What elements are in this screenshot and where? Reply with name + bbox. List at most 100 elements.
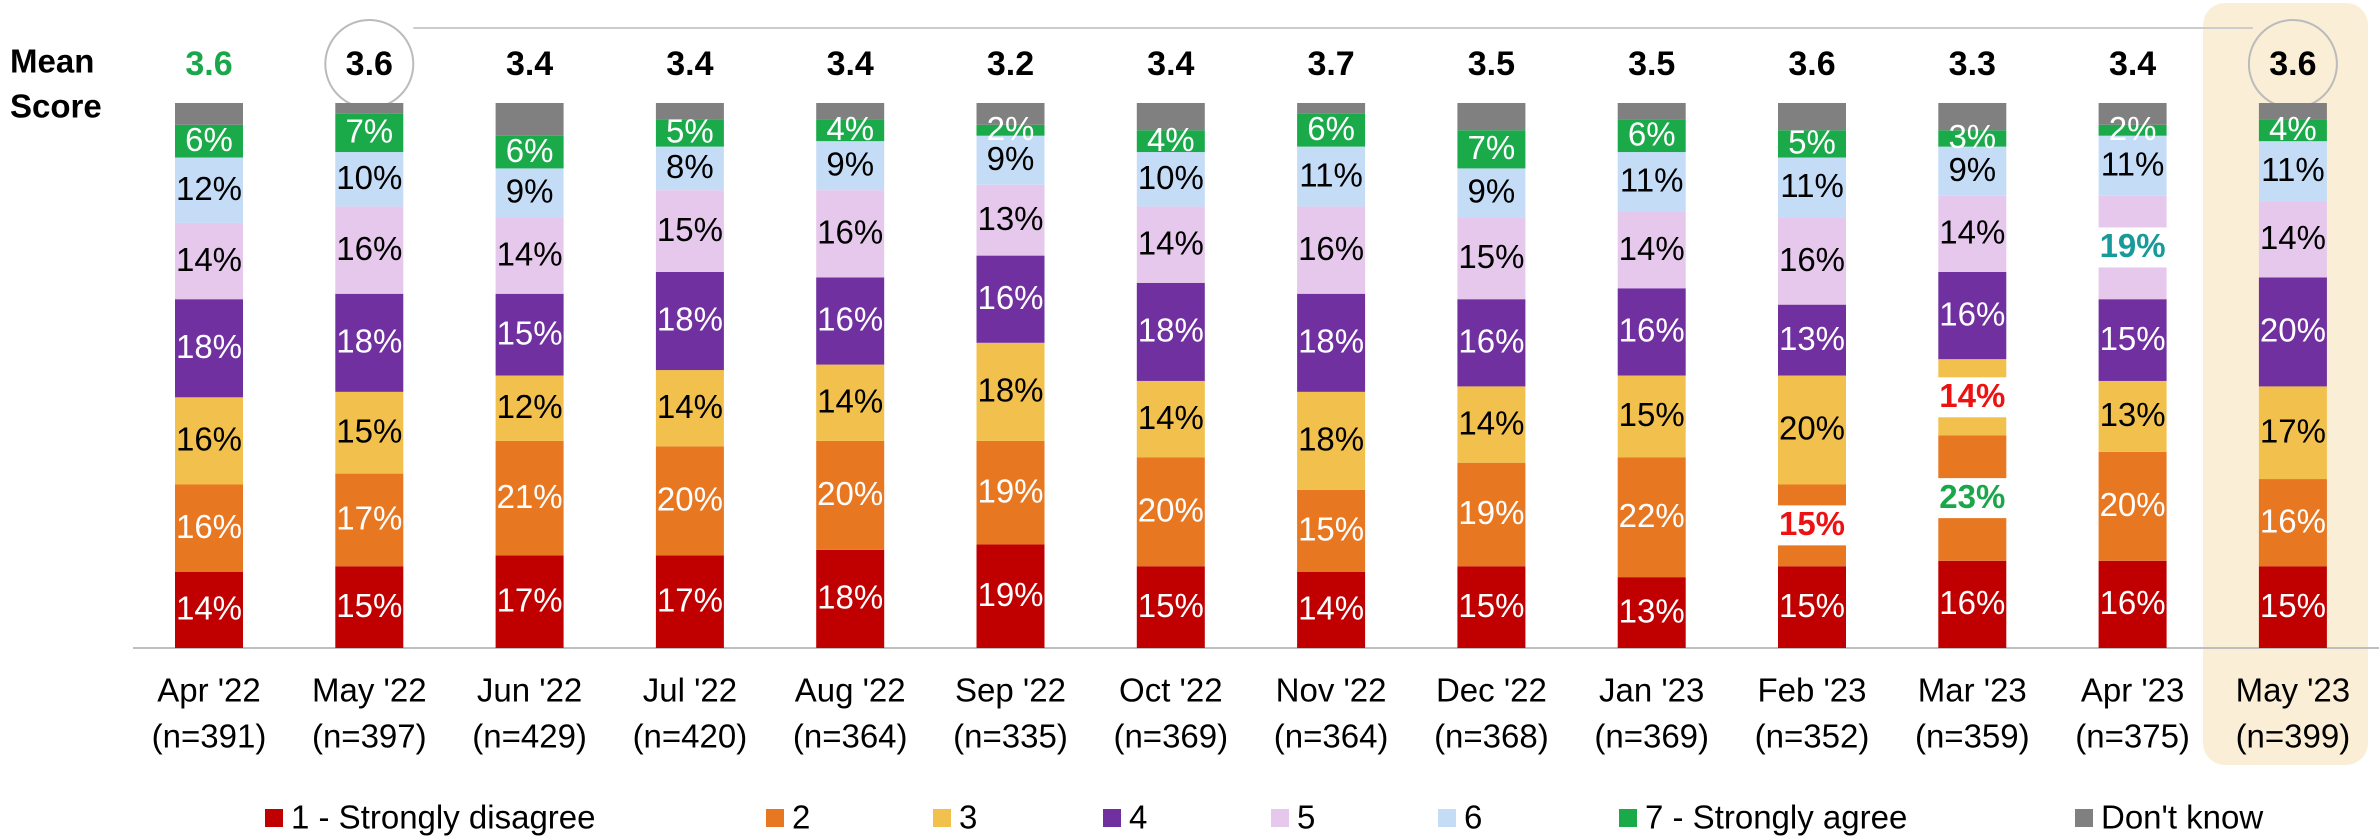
bar-segment bbox=[1617, 152, 1686, 212]
value-label: 4% bbox=[1147, 121, 1195, 158]
bar-segment bbox=[976, 135, 1045, 185]
value-label: 11% bbox=[2261, 151, 2325, 188]
legend-label: 4 bbox=[1129, 799, 1147, 836]
bar-segment bbox=[495, 440, 564, 556]
value-label: 10% bbox=[1138, 159, 1204, 196]
value-label: 15% bbox=[2100, 320, 2166, 357]
bar-segment bbox=[1297, 206, 1366, 294]
bar-segment bbox=[655, 555, 724, 648]
value-label: 14% bbox=[176, 590, 242, 627]
x-tick-label: May '23 bbox=[2236, 672, 2351, 709]
label-bg bbox=[1934, 478, 2011, 519]
bar-segment bbox=[655, 146, 724, 191]
bar-segment bbox=[175, 157, 243, 223]
bar-segment bbox=[1617, 375, 1686, 458]
value-label: 2% bbox=[987, 110, 1035, 147]
value-label: 18% bbox=[1138, 312, 1204, 349]
bar-segment bbox=[655, 103, 724, 120]
bar-segment bbox=[2258, 119, 2327, 142]
x-tick-label: (n=359) bbox=[1915, 718, 2030, 755]
bar-segment bbox=[816, 440, 885, 550]
x-tick-label: Jul '22 bbox=[643, 672, 737, 709]
value-label: 17% bbox=[657, 581, 723, 618]
bar-segment bbox=[816, 277, 885, 365]
x-tick-label: (n=364) bbox=[1274, 718, 1389, 755]
bar-segment bbox=[175, 571, 243, 648]
value-label: 18% bbox=[176, 328, 242, 365]
value-label: 4% bbox=[2269, 110, 2317, 147]
value-label: 6% bbox=[185, 121, 233, 158]
legend-swatch bbox=[1271, 809, 1289, 827]
x-tick-label: (n=364) bbox=[793, 718, 908, 755]
value-label: 15% bbox=[1138, 587, 1204, 624]
bar-segment bbox=[1136, 566, 1205, 648]
bar-segment bbox=[1778, 304, 1846, 376]
value-label: 16% bbox=[1619, 312, 1685, 349]
bar-segment bbox=[1938, 103, 2007, 131]
bar-segment bbox=[1457, 299, 1526, 387]
legend-label: Don't know bbox=[2101, 799, 2263, 836]
legend-swatch bbox=[766, 809, 784, 827]
bar-segment bbox=[1136, 206, 1205, 283]
bar-segment bbox=[655, 190, 724, 272]
x-tick-label: Feb '23 bbox=[1757, 672, 1866, 709]
bar-segment bbox=[2258, 277, 2327, 387]
x-tick-label: May '22 bbox=[312, 672, 427, 709]
value-label: 9% bbox=[987, 140, 1035, 177]
bar-segment bbox=[976, 103, 1045, 125]
value-label: 16% bbox=[2100, 584, 2166, 621]
value-label: 15% bbox=[336, 587, 402, 624]
x-tick-label: Jun '22 bbox=[477, 672, 582, 709]
bar-segment bbox=[1136, 282, 1205, 381]
bar-segment bbox=[1617, 103, 1686, 120]
bar-segment bbox=[1617, 457, 1686, 578]
bar-segment bbox=[1297, 146, 1366, 207]
value-label: 8% bbox=[666, 148, 714, 185]
bar-segment bbox=[655, 119, 724, 147]
bar-segment bbox=[2258, 386, 2327, 480]
bar-segment bbox=[1778, 157, 1846, 218]
value-label: 16% bbox=[1458, 323, 1524, 360]
bar-segment bbox=[976, 544, 1045, 648]
bar-segment bbox=[816, 190, 885, 278]
bar-segment bbox=[1938, 271, 2007, 360]
bar-segment bbox=[1617, 119, 1686, 153]
bar-segment bbox=[976, 255, 1045, 343]
value-label: 14% bbox=[1138, 399, 1204, 436]
value-label: 13% bbox=[977, 200, 1043, 237]
value-label: 10% bbox=[336, 159, 402, 196]
value-label: 16% bbox=[1779, 241, 1845, 278]
value-label: 11% bbox=[2101, 145, 2165, 182]
value-label: 15% bbox=[1458, 238, 1524, 275]
value-label: 13% bbox=[1779, 320, 1845, 357]
mean-score: 3.5 bbox=[1628, 45, 1675, 83]
value-label: 21% bbox=[497, 478, 563, 515]
legend-swatch bbox=[933, 809, 951, 827]
bar-segment bbox=[2098, 451, 2167, 561]
value-label: 14% bbox=[2260, 219, 2326, 256]
bar-segment bbox=[495, 375, 564, 441]
bar-segment bbox=[816, 141, 885, 191]
value-label: 13% bbox=[2100, 396, 2166, 433]
bar-segment bbox=[495, 293, 564, 376]
mean-score: 3.4 bbox=[1147, 45, 1194, 83]
x-tick-label: (n=420) bbox=[633, 718, 748, 755]
legend-swatch bbox=[265, 809, 283, 827]
bar-segment bbox=[335, 473, 404, 567]
value-label: 14% bbox=[1619, 230, 1685, 267]
bar-segment bbox=[1778, 375, 1846, 485]
value-label: 11% bbox=[1620, 162, 1684, 199]
value-label: 15% bbox=[336, 412, 402, 449]
mean-score: 3.2 bbox=[987, 45, 1034, 83]
mean-score: 3.4 bbox=[506, 45, 553, 83]
x-tick-label: (n=375) bbox=[2075, 718, 2190, 755]
bar-segment bbox=[1297, 293, 1366, 392]
value-label: 14% bbox=[1939, 214, 2005, 251]
value-label: 16% bbox=[336, 230, 402, 267]
value-label: 16% bbox=[176, 421, 242, 458]
value-label: 18% bbox=[1298, 323, 1364, 360]
bar-segment bbox=[816, 119, 885, 142]
value-label: 14% bbox=[657, 388, 723, 425]
bar-segment bbox=[1136, 380, 1205, 458]
